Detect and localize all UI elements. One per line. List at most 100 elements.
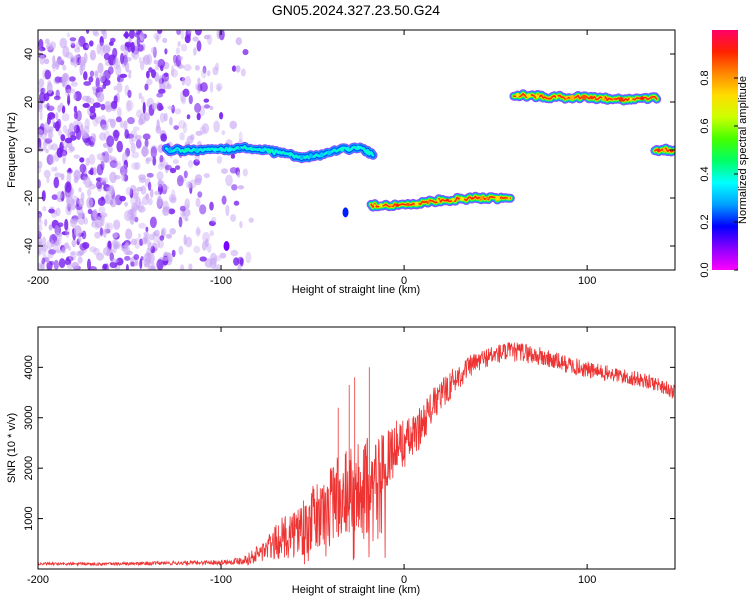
spectrogram-noise-cell	[56, 147, 64, 158]
spectrogram-noise-cell	[59, 37, 68, 49]
spectrogram-noise-cell	[54, 172, 62, 178]
spectrogram-noise-cell	[99, 132, 107, 141]
spectrogram-noise-cell	[161, 256, 170, 261]
spectrogram-noise-cell	[38, 211, 42, 219]
spectrogram-noise-cell	[217, 85, 221, 92]
spectrogram-noise-cell	[48, 208, 55, 214]
spectrogram-noise-cell	[89, 49, 96, 61]
spectrogram-noise-cell	[47, 128, 53, 140]
spectrogram-noise-cell	[103, 43, 112, 53]
spectrogram-noise-cell	[111, 241, 120, 248]
spectrogram-noise-cell	[175, 165, 181, 171]
spectrogram-noise-cell	[81, 230, 87, 240]
spectrogram-noise-cell	[38, 247, 42, 257]
spectrogram-noise-cell	[138, 222, 147, 229]
spectrogram-noise-cell	[61, 80, 67, 88]
spectrogram-track-peak	[663, 148, 666, 152]
spectrogram-noise-cell	[96, 153, 104, 161]
colorbar-label: Normalized spectral amplitude	[737, 76, 749, 224]
spectrogram-noise-cell	[184, 34, 191, 44]
spectrogram-noise-cell	[211, 216, 217, 223]
spectrogram-noise-cell	[66, 32, 71, 38]
spectrogram-noise-cell	[46, 82, 53, 94]
spectrogram-noise-cell	[139, 258, 143, 270]
spectrogram-noise-cell	[100, 212, 108, 218]
spectrogram-noise-cell	[103, 228, 107, 238]
spectrogram-noise-cell	[221, 195, 227, 205]
spectrogram-track-peak	[266, 148, 272, 154]
spectrogram-noise-cell	[70, 43, 76, 49]
spectrogram-noise-cell	[175, 47, 180, 55]
spectrogram-noise-cell	[201, 123, 210, 134]
spectrogram-track-peak	[220, 148, 225, 152]
spectrogram-noise-cell	[147, 181, 152, 191]
spectrogram-noise-cell	[139, 31, 145, 42]
spectrogram-noise-cell	[238, 131, 243, 143]
spectrogram-track-peak	[406, 203, 410, 207]
spectrogram-noise-cell	[58, 129, 62, 137]
spectrogram-noise-cell	[134, 32, 139, 38]
spectrogram-track-peak	[345, 147, 350, 151]
spectrogram-noise-cell	[70, 55, 76, 66]
x-tick-label: -200	[27, 574, 49, 586]
spectrogram-noise-cell	[86, 188, 92, 197]
spectrogram-noise-cell	[153, 32, 162, 40]
spectrogram-track-peak	[427, 200, 431, 204]
spectrogram-noise-cell	[85, 157, 90, 166]
spectrogram-noise-cell	[91, 221, 98, 228]
spectrogram-noise-cell	[183, 234, 187, 246]
spectrogram-noise-cell	[218, 30, 225, 41]
spectrogram-track-peak	[414, 201, 419, 206]
spectrogram-noise-cell	[109, 41, 114, 46]
spectrogram-noise-cell	[123, 120, 128, 131]
spectrogram-noise-cell	[70, 250, 78, 258]
spectrogram-noise-cell	[151, 102, 158, 110]
spectrogram-noise-cell	[123, 164, 127, 170]
colorbar-tick-label: 0.0	[699, 262, 711, 277]
spectrogram-noise-cell	[239, 221, 243, 229]
spectrogram-track-peak	[640, 96, 645, 101]
spectrogram-noise-cell	[171, 249, 176, 258]
spectrogram-noise-cell	[112, 58, 121, 70]
spectrogram-noise-cell	[140, 256, 144, 261]
spectrogram-noise-cell	[123, 159, 128, 170]
spectrogram-noise-cell	[66, 172, 72, 184]
spectrogram-track-peak	[249, 146, 253, 150]
spectrogram-noise-cell	[38, 213, 42, 222]
spectrogram-noise-cell	[156, 259, 164, 270]
y-tick-label: -40	[23, 238, 35, 254]
spectrogram-noise-cell	[146, 172, 154, 178]
spectrogram-y-label: Frequency (Hz)	[6, 112, 18, 188]
figure-title: GN05.2024.327.23.50.G24	[272, 2, 440, 18]
spectrogram-noise-cell	[153, 46, 157, 59]
spectrogram-noise-cell	[89, 105, 96, 114]
y-tick-label: 20	[23, 96, 35, 108]
spectrogram-noise-cell	[55, 249, 63, 254]
spectrogram-noise-cell	[185, 236, 193, 248]
spectrogram-noise-cell	[196, 40, 202, 52]
spectrogram-noise-cell	[87, 136, 96, 146]
spectrogram-noise-cell	[87, 208, 93, 215]
spectrogram-noise-cell	[137, 205, 146, 213]
spectrogram-noise-cell	[201, 68, 207, 79]
x-tick-label: -100	[210, 275, 232, 287]
spectrogram-noise-cell	[88, 76, 94, 83]
spectrogram-noise-cell	[46, 102, 50, 111]
snr-y-label: SNR (10 * v/v)	[6, 413, 18, 483]
spectrogram-noise-cell	[55, 121, 60, 132]
spectrogram-noise-cell	[124, 255, 131, 261]
spectrogram-noise-cell	[68, 76, 76, 82]
spectrogram-noise-cell	[125, 100, 132, 112]
spectrogram-noise-cell	[77, 236, 82, 243]
spectrogram-noise-cell	[193, 47, 197, 56]
spectrogram-noise-cell	[133, 254, 140, 260]
spectrogram-track-peak	[309, 154, 313, 159]
spectrogram-noise-cell	[170, 68, 178, 78]
spectrogram-track-peak	[184, 147, 189, 153]
spectrogram-noise-cell	[180, 210, 185, 217]
spectrogram-noise-cell	[85, 30, 90, 34]
spectrogram-track-peak	[479, 196, 484, 200]
spectrogram-noise-cell	[229, 167, 238, 174]
spectrogram-noise-cell	[95, 87, 104, 93]
